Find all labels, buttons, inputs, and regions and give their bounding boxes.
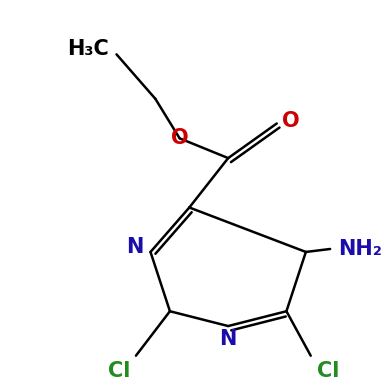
Text: N: N <box>126 237 144 257</box>
Text: Cl: Cl <box>108 361 130 381</box>
Text: O: O <box>171 128 188 148</box>
Text: NH₂: NH₂ <box>338 239 382 259</box>
Text: N: N <box>220 329 237 349</box>
Text: H₃C: H₃C <box>67 39 109 59</box>
Text: Cl: Cl <box>317 361 339 381</box>
Text: O: O <box>282 110 299 131</box>
